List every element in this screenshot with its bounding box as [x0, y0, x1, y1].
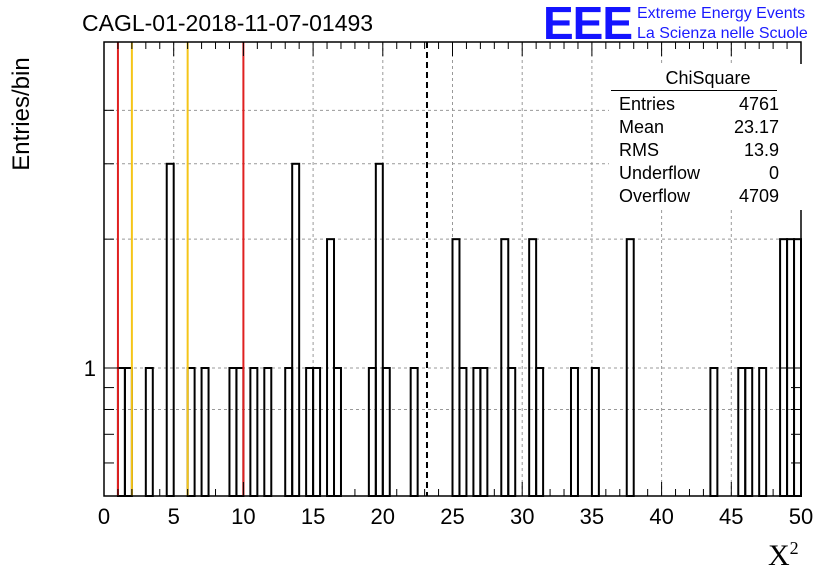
x-tick-label: 35 — [580, 504, 604, 529]
histogram-bin — [186, 367, 196, 497]
histogram-bin — [312, 367, 322, 497]
histogram-bin — [709, 367, 719, 497]
eee-logo-mark: EEE — [543, 0, 633, 49]
x-tick-label: 15 — [301, 504, 325, 529]
histogram-bin — [472, 367, 482, 497]
stat-value: 4761 — [738, 94, 779, 114]
stat-row-overflow: Overflow 4709 — [619, 186, 779, 208]
x-axis-label: X2 — [768, 538, 799, 572]
histogram-bin — [569, 367, 579, 497]
histogram-bin — [116, 367, 126, 497]
x-tick-label: 40 — [649, 504, 673, 529]
stats-box: ChiSquare Entries 4761 Mean 23.17 RMS 13… — [609, 64, 807, 210]
histogram-bin — [374, 162, 384, 497]
histogram-bin — [263, 367, 273, 497]
histogram-bin — [479, 367, 489, 497]
logo-line-2: La Scienza nelle Scuole — [637, 25, 808, 42]
stat-key: Overflow — [619, 186, 691, 206]
x-tick-label: 30 — [510, 504, 534, 529]
stat-row-entries: Entries 4761 — [619, 94, 779, 116]
histogram-bin — [737, 367, 747, 497]
histogram-bin — [507, 367, 517, 497]
logo-line-1: Extreme Energy Events — [637, 5, 806, 22]
stat-row-underflow: Underflow 0 — [619, 163, 779, 185]
y-tick-label: 1 — [84, 356, 96, 381]
stats-title: ChiSquare — [665, 68, 751, 88]
x-tick-label: 20 — [371, 504, 395, 529]
stat-value: 13.9 — [743, 140, 779, 160]
histogram-bin — [144, 367, 154, 497]
y-axis-label: Entries/bin — [8, 57, 35, 171]
stat-key: Entries — [619, 94, 676, 114]
stat-row-rms: RMS 13.9 — [619, 140, 779, 162]
histogram-bin — [228, 367, 238, 497]
histogram-bin — [249, 367, 259, 497]
histogram-bin — [409, 367, 419, 497]
stat-key: Underflow — [619, 163, 701, 183]
histogram-bin — [535, 367, 545, 497]
stats-rule — [611, 90, 777, 91]
histogram-bin — [367, 367, 377, 497]
x-tick-label: 10 — [231, 504, 255, 529]
x-tick-label: 45 — [719, 504, 743, 529]
histogram-bin — [590, 367, 600, 497]
histogram-bin — [291, 162, 301, 497]
histogram-bin — [123, 367, 133, 497]
histogram-bin — [458, 367, 468, 497]
stat-key: Mean — [619, 117, 665, 137]
histogram-bin — [381, 367, 391, 497]
stat-value: 0 — [768, 163, 779, 183]
x-tick-label: 25 — [440, 504, 464, 529]
x-tick-label: 0 — [98, 504, 110, 529]
histogram-bin — [235, 367, 245, 497]
stat-value: 23.17 — [733, 117, 779, 137]
histogram-bin — [200, 367, 210, 497]
histogram-bin — [165, 162, 175, 497]
x-tick-label: 5 — [168, 504, 180, 529]
histogram-bin — [305, 367, 315, 497]
histogram-bin — [744, 367, 754, 497]
chart-title: CAGL-01-2018-11-07-01493 — [82, 10, 374, 36]
histogram-bin — [284, 367, 294, 497]
histogram-bin — [333, 367, 342, 497]
histogram-bin — [758, 367, 768, 497]
stat-row-mean: Mean 23.17 — [619, 117, 779, 139]
stat-key: RMS — [619, 140, 659, 160]
x-tick-label: 50 — [789, 504, 813, 529]
stat-value: 4709 — [738, 186, 779, 206]
